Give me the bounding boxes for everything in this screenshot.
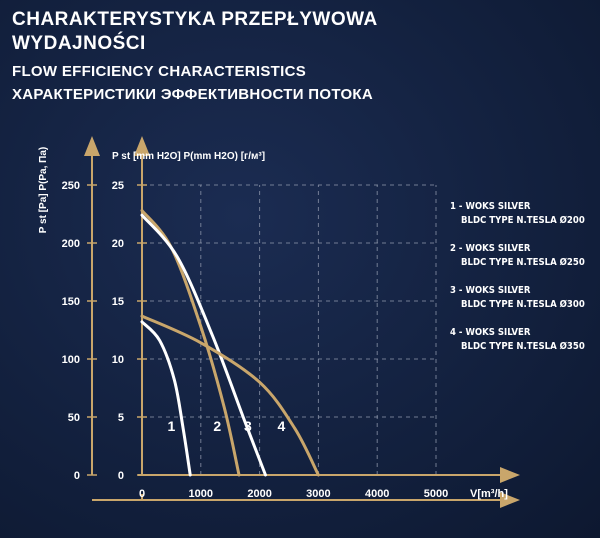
curve-label-1: 1 (168, 418, 176, 434)
y-tick-label-pa: 100 (62, 354, 80, 366)
grid (142, 184, 437, 475)
y-tick-label-mm: 10 (112, 354, 124, 366)
y-axis-label-pa: P st [Pa] P(Pa, Па) (38, 147, 49, 233)
legend-item-3-line2: BLDC TYPE N.TESLA Ø300 (461, 299, 585, 310)
x-tick-label: 0 (139, 488, 145, 500)
y-tick-label-pa: 150 (62, 296, 80, 308)
chart-titles: CHARAKTERYSTYKA PRZEPŁYWOWA WYDAJNOŚCI F… (12, 8, 378, 105)
curve-label-2: 2 (213, 418, 221, 434)
curve-label-3: 3 (244, 418, 252, 434)
axes (84, 136, 520, 508)
legend-item-1-line2: BLDC TYPE N.TESLA Ø200 (461, 215, 585, 226)
series-curve-3 (140, 213, 267, 477)
x-tick-label: 1000 (189, 488, 213, 500)
legend-item-2-line1: 2 - WOKS SILVER (450, 243, 531, 254)
series-curve-4 (140, 314, 320, 477)
legend-item-4-line1: 4 - WOKS SILVER (450, 327, 531, 338)
y-tick-label-mm: 0 (118, 470, 124, 482)
x-tick-label: 5000 (424, 488, 448, 500)
x-tick-label: 2000 (247, 488, 271, 500)
legend-item-4: 4 - WOKS SILVER BLDC TYPE N.TESLA Ø350 (450, 326, 585, 354)
title-polish-line1: CHARAKTERYSTYKA PRZEPŁYWOWA (12, 9, 378, 30)
y-tick-label-pa: 200 (62, 238, 80, 250)
series-curves (140, 209, 320, 477)
title-english: FLOW EFFICIENCY CHARACTERISTICS (12, 63, 307, 80)
legend-item-2-line2: BLDC TYPE N.TESLA Ø250 (461, 257, 585, 268)
series-curve-2 (140, 209, 241, 477)
series-curve-1 (140, 320, 192, 477)
legend: 1 - WOKS SILVER BLDC TYPE N.TESLA Ø200 2… (450, 200, 585, 368)
x-tick-label: 4000 (365, 488, 389, 500)
y-tick-label-pa: 250 (62, 180, 80, 192)
x-tick-label: 3000 (306, 488, 330, 500)
y-tick-label-pa: 50 (68, 412, 80, 424)
y-tick-label-mm: 25 (112, 180, 124, 192)
legend-item-1-line1: 1 - WOKS SILVER (450, 201, 531, 212)
legend-item-4-line2: BLDC TYPE N.TESLA Ø350 (461, 341, 585, 352)
x-axis-label: V[m³/h] (470, 488, 508, 500)
legend-item-3-line1: 3 - WOKS SILVER (450, 285, 531, 296)
y-tick-label-mm: 15 (112, 296, 124, 308)
y-axis-label-mm: P st [mm H2O] P(mm H2O) [г/м³] (112, 151, 265, 162)
y-tick-label-mm: 5 (118, 412, 124, 424)
title-russian: ХАРАКТЕРИСТИКИ ЭФФЕКТИВНОСТИ ПОТОКА (12, 86, 374, 103)
y-tick-label-mm: 20 (112, 238, 124, 250)
legend-item-1: 1 - WOKS SILVER BLDC TYPE N.TESLA Ø200 (450, 200, 585, 228)
y-tick-label-pa: 0 (74, 470, 80, 482)
legend-item-2: 2 - WOKS SILVER BLDC TYPE N.TESLA Ø250 (450, 242, 585, 270)
title-polish-line2: WYDAJNOŚCI (12, 33, 146, 54)
legend-item-3: 3 - WOKS SILVER BLDC TYPE N.TESLA Ø300 (450, 284, 585, 312)
curve-label-4: 4 (277, 418, 285, 434)
